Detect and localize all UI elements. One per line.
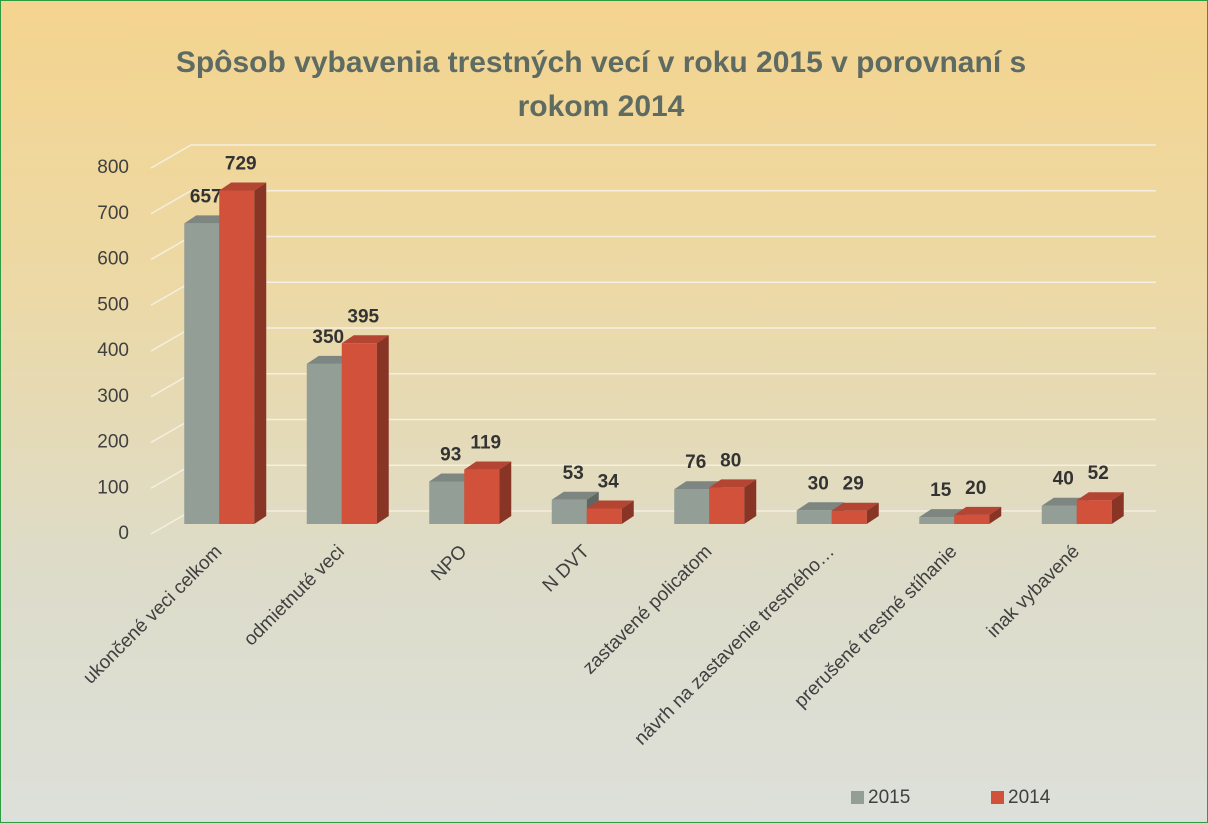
grid-line: [150, 418, 1156, 444]
bar: [464, 461, 512, 524]
legend-label: 2015: [868, 787, 910, 808]
bar-front: [551, 499, 587, 524]
grid-line: [150, 510, 1156, 535]
grid-line: [150, 373, 1156, 398]
value-label: 29: [843, 474, 864, 495]
value-label: 395: [347, 306, 379, 327]
value-label: 76: [685, 452, 706, 473]
x-tick-label: NPO: [427, 541, 471, 585]
bar-side: [621, 500, 634, 524]
y-tick-label: 600: [97, 249, 129, 270]
bar-side: [1111, 492, 1124, 524]
grid-line: [150, 327, 1156, 352]
bar-front: [954, 514, 990, 524]
bar: [341, 335, 389, 524]
bar-front: [919, 517, 955, 524]
bar-front: [796, 510, 832, 524]
value-label: 15: [930, 480, 952, 501]
value-label: 119: [470, 433, 501, 454]
value-label: 729: [225, 153, 257, 174]
bar: [219, 182, 267, 525]
value-label: 40: [1053, 469, 1074, 490]
bar-top: [954, 506, 1002, 515]
bar-front: [219, 190, 255, 525]
bar-top: [831, 502, 879, 511]
y-tick-label: 400: [97, 340, 129, 361]
x-tick-label: odmietnuté veci: [240, 541, 349, 650]
bar-top: [586, 500, 634, 509]
bar-side: [744, 479, 757, 524]
x-tick-label: N DVT: [539, 541, 594, 596]
bar: [831, 502, 879, 524]
bar-front: [429, 481, 465, 524]
bar: [586, 500, 634, 524]
bar-top: [341, 335, 389, 344]
y-tick-label: 100: [97, 477, 129, 498]
bar-top: [674, 481, 722, 490]
bar: [954, 506, 1002, 524]
bar-front: [709, 487, 745, 524]
bar-front: [586, 508, 622, 524]
legend-swatch: [991, 791, 1004, 804]
value-label: 53: [563, 463, 584, 484]
grid-line: [150, 144, 1156, 169]
bar-front: [464, 469, 500, 524]
x-tick-label: zastavené policatom: [579, 541, 716, 678]
bar-top: [1076, 492, 1124, 501]
bar-top: [219, 182, 267, 191]
value-label: 52: [1088, 463, 1109, 484]
x-tick-label: inak vybavené: [983, 541, 1084, 642]
bar-top: [796, 502, 844, 511]
bar-front: [184, 223, 220, 525]
legend-swatch: [851, 791, 864, 804]
bar: [709, 479, 757, 524]
bar-side: [254, 182, 267, 525]
grid-line: [150, 464, 1156, 489]
y-tick-label: 0: [118, 523, 129, 544]
grid-line: [150, 235, 1156, 261]
bar-side: [866, 502, 879, 524]
grid-line: [150, 190, 1156, 215]
bar-front: [674, 489, 710, 524]
bar-front: [831, 510, 867, 524]
value-label: 93: [440, 444, 461, 465]
bar-top: [464, 461, 512, 470]
value-label: 80: [720, 450, 741, 471]
y-tick-label: 300: [97, 386, 129, 407]
bar-front: [341, 343, 377, 524]
chart-title: Spôsob vybavenia trestných vecí v roku 2…: [175, 46, 1027, 123]
x-tick-label: návrh na zastavenie trestného…: [631, 541, 839, 749]
value-label: 20: [965, 478, 986, 499]
bar-side: [376, 335, 389, 524]
y-tick-label: 200: [97, 432, 129, 453]
legend-label: 2014: [1008, 787, 1051, 808]
y-tick-label: 500: [97, 294, 129, 315]
bar-front: [306, 363, 342, 524]
bar-side: [989, 506, 1002, 524]
value-label: 350: [312, 327, 344, 348]
x-tick-label: ukončené veci celkom: [79, 541, 226, 688]
bar-side: [499, 461, 512, 524]
bar-top: [709, 479, 757, 488]
value-label: 657: [190, 186, 222, 207]
y-tick-label: 700: [97, 203, 129, 224]
bar-front: [1076, 500, 1112, 524]
bar: [1076, 492, 1124, 524]
y-tick-label: 800: [97, 157, 129, 178]
value-label: 30: [808, 473, 829, 494]
bar-top: [551, 491, 599, 500]
value-label: 34: [598, 471, 620, 492]
bar-front: [1041, 505, 1077, 524]
grid-line: [150, 281, 1156, 306]
